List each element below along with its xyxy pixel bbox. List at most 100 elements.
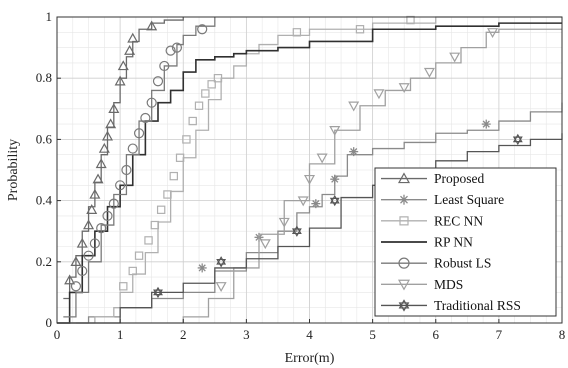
y-tick-label: 0 xyxy=(46,315,53,330)
series-rec-nn xyxy=(75,15,562,324)
legend-item: Robust LS xyxy=(381,256,491,271)
data-point-marker xyxy=(86,204,98,214)
series-traditional-rss xyxy=(57,133,563,324)
x-tick-label: 7 xyxy=(496,327,503,342)
data-point-marker xyxy=(207,80,216,89)
data-point-marker xyxy=(399,194,409,205)
data-point-marker xyxy=(146,20,158,31)
data-point-marker xyxy=(144,236,153,245)
data-point-marker xyxy=(512,133,523,146)
legend-label: Proposed xyxy=(434,171,484,186)
x-axis-ticks: 0 1 2 3 4 5 6 7 8 xyxy=(54,319,566,342)
data-point-marker xyxy=(215,282,227,293)
data-point-marker xyxy=(481,119,491,129)
data-point-marker xyxy=(169,171,178,181)
data-point-marker xyxy=(95,158,107,169)
data-point-marker xyxy=(140,112,151,124)
legend-item: Traditional RSS xyxy=(381,298,521,313)
data-point-marker xyxy=(171,42,183,53)
data-point-marker xyxy=(101,130,114,141)
data-point-marker xyxy=(108,198,119,209)
data-point-marker xyxy=(128,266,137,276)
data-point-marker xyxy=(127,32,139,43)
data-point-marker xyxy=(133,128,145,139)
data-point-marker xyxy=(70,281,82,292)
data-point-marker xyxy=(105,118,117,129)
data-point-marker xyxy=(303,174,316,185)
data-point-marker xyxy=(197,24,208,35)
x-tick-label: 1 xyxy=(117,327,124,342)
data-point-marker xyxy=(124,44,136,55)
y-tick-label: 0.8 xyxy=(36,70,52,85)
x-tick-label: 3 xyxy=(243,327,250,342)
data-point-marker xyxy=(330,174,340,184)
data-point-marker xyxy=(329,126,341,136)
legend: Proposed Least Square REC NN RP NN Robust LS… xyxy=(374,167,557,317)
legend-item: MDS xyxy=(381,277,463,292)
series-mds xyxy=(57,28,562,324)
data-point-marker xyxy=(92,173,104,184)
legend-item: REC NN xyxy=(381,213,483,228)
data-point-marker xyxy=(449,52,461,63)
data-point-marker xyxy=(127,143,138,154)
data-point-marker xyxy=(152,76,164,87)
data-point-marker xyxy=(163,190,172,199)
data-point-marker xyxy=(297,196,309,207)
data-point-marker xyxy=(311,199,321,209)
data-point-marker xyxy=(406,15,415,25)
legend-label: Least Square xyxy=(434,192,504,207)
data-point-marker xyxy=(398,299,410,312)
data-point-marker xyxy=(146,97,157,108)
legend-label: RP NN xyxy=(434,235,473,250)
y-tick-label: 0.2 xyxy=(36,254,52,269)
data-point-marker xyxy=(291,225,302,237)
y-tick-label: 0.4 xyxy=(36,193,53,208)
data-point-marker xyxy=(76,237,88,248)
data-point-marker xyxy=(316,153,328,164)
x-tick-label: 5 xyxy=(369,327,376,342)
legend-label: Robust LS xyxy=(434,256,491,271)
series-line xyxy=(75,16,562,324)
legend-item: Proposed xyxy=(381,171,484,186)
x-tick-label: 8 xyxy=(559,327,566,342)
data-point-marker xyxy=(150,220,160,230)
data-point-marker xyxy=(117,60,129,71)
legend-item: RP NN xyxy=(381,235,473,250)
data-point-marker xyxy=(201,89,210,98)
data-point-marker xyxy=(397,279,411,291)
legend-label: REC NN xyxy=(434,213,483,228)
legend-item: Least Square xyxy=(381,192,504,207)
data-point-marker xyxy=(216,256,227,268)
data-point-marker xyxy=(213,73,223,83)
x-axis-label: Error(m) xyxy=(285,351,335,366)
x-tick-label: 2 xyxy=(180,327,187,342)
data-point-marker xyxy=(83,219,95,230)
data-point-marker xyxy=(89,238,100,249)
legend-label: Traditional RSS xyxy=(434,298,521,313)
data-point-marker xyxy=(165,45,176,56)
data-point-marker xyxy=(96,223,107,234)
data-point-marker xyxy=(399,216,409,226)
data-point-marker xyxy=(398,257,410,269)
data-point-marker xyxy=(108,103,120,114)
series-line xyxy=(57,133,563,324)
data-point-marker xyxy=(64,274,76,285)
data-point-marker xyxy=(182,135,191,144)
legend-label: MDS xyxy=(434,277,463,292)
data-point-marker xyxy=(114,75,126,86)
data-point-marker xyxy=(188,116,197,126)
data-point-marker xyxy=(83,250,94,261)
data-point-marker xyxy=(197,263,207,273)
series-least-square xyxy=(57,102,563,324)
data-point-marker xyxy=(348,101,360,112)
data-point-marker xyxy=(175,153,185,162)
data-point-marker xyxy=(134,251,144,260)
data-point-marker xyxy=(102,210,113,221)
data-point-marker xyxy=(194,101,204,110)
data-point-marker xyxy=(423,67,435,78)
series-robust-ls xyxy=(63,17,216,318)
y-tick-label: 1 xyxy=(46,9,53,24)
series-line xyxy=(63,17,216,318)
x-tick-label: 6 xyxy=(433,327,440,342)
